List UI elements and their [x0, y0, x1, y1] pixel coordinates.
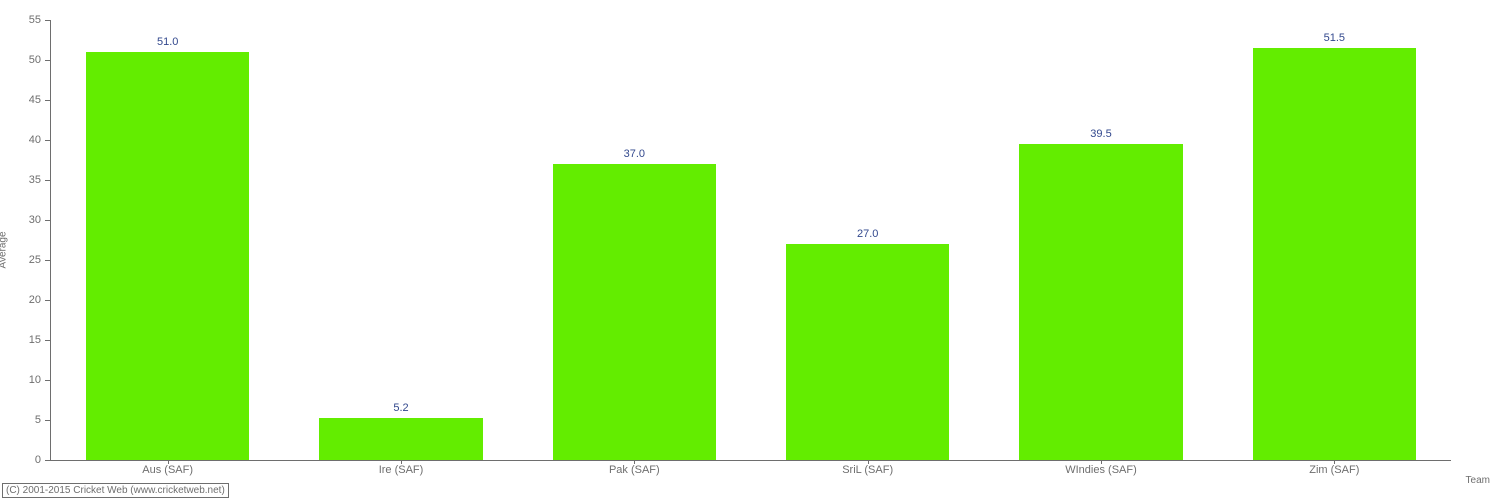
bar: 27.0	[786, 244, 949, 460]
y-tick	[45, 140, 51, 141]
y-tick-label: 25	[11, 254, 41, 266]
bar-value-label: 5.2	[319, 402, 482, 414]
bars-layer: 51.0 5.2 37.0 27.0 39.5 51.5	[51, 20, 1451, 460]
y-tick	[45, 420, 51, 421]
y-tick-label: 40	[11, 134, 41, 146]
x-tick-label: Ire (SAF)	[301, 460, 501, 476]
bar: 5.2	[319, 418, 482, 460]
y-tick-label: 45	[11, 94, 41, 106]
y-tick-label: 0	[11, 454, 41, 466]
y-tick-label: 50	[11, 54, 41, 66]
y-tick	[45, 460, 51, 461]
y-tick-label: 35	[11, 174, 41, 186]
y-axis-label: Average	[0, 231, 9, 268]
bar-value-label: 27.0	[786, 228, 949, 240]
bar-value-label: 39.5	[1019, 128, 1182, 140]
y-tick	[45, 300, 51, 301]
y-tick-label: 10	[11, 374, 41, 386]
bar-value-label: 51.5	[1253, 32, 1416, 44]
y-tick	[45, 340, 51, 341]
x-tick-label: Aus (SAF)	[68, 460, 268, 476]
x-tick-label: Pak (SAF)	[534, 460, 734, 476]
chart-container: Average 51.0 5.2 37.0 27.0 39.5 51.5 0 5 10 15 20…	[0, 0, 1500, 500]
copyright-text: (C) 2001-2015 Cricket Web (www.cricketwe…	[2, 483, 229, 498]
y-tick	[45, 180, 51, 181]
bar-value-label: 51.0	[86, 36, 249, 48]
plot-area: 51.05.237.027.039.551.5 0510152025303540…	[50, 20, 1451, 461]
bar: 37.0	[553, 164, 716, 460]
y-tick-label: 15	[11, 334, 41, 346]
y-tick	[45, 20, 51, 21]
bar: 39.5	[1019, 144, 1182, 460]
bar-value-label: 37.0	[553, 148, 716, 160]
bar: 51.5	[1253, 48, 1416, 460]
x-tick-label: Zim (SAF)	[1234, 460, 1434, 476]
y-tick	[45, 220, 51, 221]
y-tick-label: 30	[11, 214, 41, 226]
y-tick-label: 55	[11, 14, 41, 26]
y-tick	[45, 100, 51, 101]
x-tick-label: SriL (SAF)	[768, 460, 968, 476]
bar: 51.0	[86, 52, 249, 460]
y-tick	[45, 260, 51, 261]
x-axis-label: Team	[1466, 475, 1490, 486]
y-tick	[45, 380, 51, 381]
x-tick-label: WIndies (SAF)	[1001, 460, 1201, 476]
y-tick-label: 5	[11, 414, 41, 426]
y-tick	[45, 60, 51, 61]
y-tick-label: 20	[11, 294, 41, 306]
